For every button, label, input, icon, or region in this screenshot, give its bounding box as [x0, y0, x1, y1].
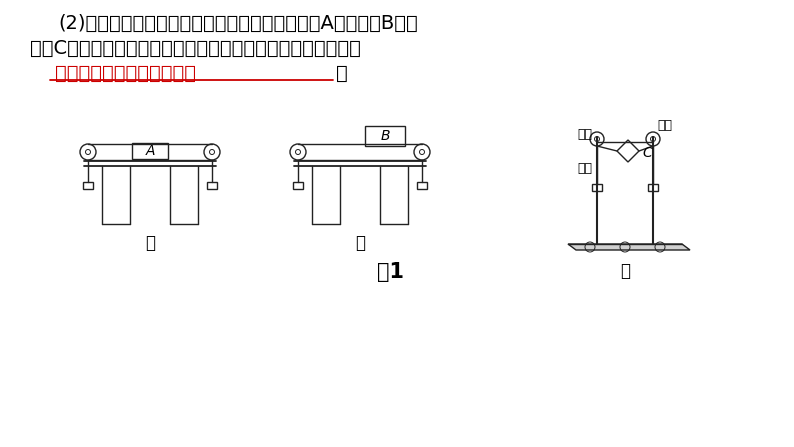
- Text: 钉码: 钉码: [577, 161, 592, 174]
- Bar: [417, 182, 427, 189]
- Text: B: B: [380, 129, 390, 143]
- Bar: [132, 143, 168, 159]
- Text: 。: 。: [336, 64, 348, 83]
- Text: 卡片: 卡片: [657, 119, 672, 132]
- Bar: [83, 182, 93, 189]
- Text: 丙: 丙: [620, 262, 630, 280]
- Bar: [365, 126, 405, 146]
- Bar: [592, 184, 602, 191]
- Text: 滑轮: 滑轮: [577, 128, 592, 142]
- Text: 图1: 图1: [376, 262, 403, 282]
- Bar: [648, 184, 658, 191]
- Bar: [207, 182, 217, 189]
- Text: 块、C为轻质硬卡片。经过讨论，小明最终选择丙方案，理由是: 块、C为轻质硬卡片。经过讨论，小明最终选择丙方案，理由是: [30, 39, 361, 58]
- Text: 乙: 乙: [355, 234, 365, 252]
- Bar: [293, 182, 303, 189]
- Text: (2)小明和同学设计了甲、乙、丙三个方案，其中A为小车、B为木: (2)小明和同学设计了甲、乙、丙三个方案，其中A为小车、B为木: [58, 14, 418, 33]
- Text: C: C: [642, 146, 652, 160]
- Text: A: A: [145, 144, 155, 158]
- Text: 可以减小摩擦对实验的影响: 可以减小摩擦对实验的影响: [55, 64, 196, 83]
- Text: 甲: 甲: [145, 234, 155, 252]
- Polygon shape: [568, 244, 690, 250]
